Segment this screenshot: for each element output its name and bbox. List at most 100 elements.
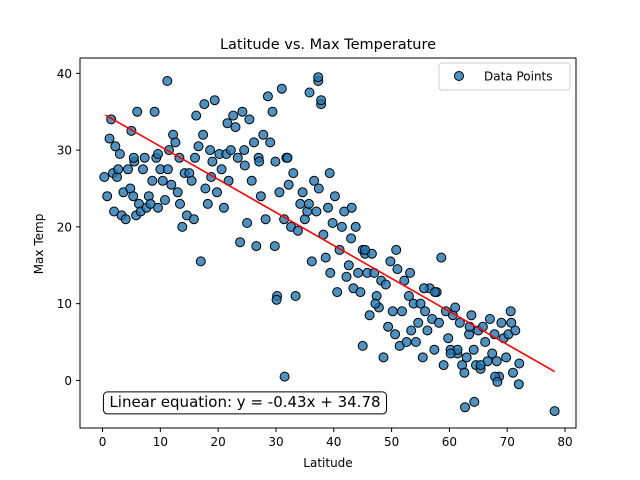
regression-line (105, 114, 556, 373)
data-point (290, 291, 301, 301)
data-point (170, 137, 181, 148)
data-point (496, 317, 507, 328)
data-point (346, 233, 357, 244)
data-point (246, 175, 257, 186)
data-point (216, 164, 227, 175)
data-point (162, 76, 173, 86)
data-point (505, 306, 516, 317)
data-point (188, 214, 199, 225)
data-point (343, 260, 354, 271)
y-tick-label: 40 (57, 67, 72, 81)
data-point (306, 256, 317, 267)
data-point (390, 329, 401, 340)
data-point (417, 352, 428, 363)
x-tick-label: 60 (442, 435, 457, 449)
data-point (385, 256, 396, 267)
data-point (391, 244, 402, 255)
data-point (514, 358, 525, 369)
data-point (445, 348, 456, 359)
data-point (401, 337, 412, 347)
data-point (149, 106, 160, 117)
x-tick-label: 10 (153, 435, 168, 449)
data-point (480, 337, 491, 347)
data-point (295, 198, 306, 209)
data-point (198, 129, 209, 140)
data-point (110, 141, 121, 152)
data-point (283, 179, 294, 190)
data-point (279, 371, 290, 382)
equation-box (102, 391, 388, 415)
data-point (218, 202, 229, 213)
data-point (191, 110, 202, 121)
data-point (460, 402, 470, 413)
data-point (177, 221, 188, 232)
data-point (207, 156, 218, 167)
data-point (251, 241, 262, 252)
data-point (325, 267, 336, 278)
data-point (267, 106, 278, 117)
data-point (128, 152, 139, 163)
data-point (313, 183, 324, 194)
data-point (212, 187, 222, 198)
data-point (225, 145, 236, 156)
data-point (157, 175, 168, 186)
data-point (422, 325, 433, 336)
data-point (475, 360, 486, 371)
data-point (202, 198, 213, 209)
data-point (438, 360, 449, 371)
data-point (153, 202, 163, 213)
data-point (200, 183, 211, 194)
data-point (370, 298, 381, 309)
data-point (262, 91, 273, 102)
data-point (228, 110, 239, 121)
data-point (443, 333, 454, 344)
x-tick-label: 40 (326, 435, 341, 449)
data-point (466, 310, 477, 321)
data-point (316, 95, 327, 106)
data-point (172, 187, 183, 198)
data-point (311, 206, 322, 217)
data-point (160, 195, 170, 205)
data-point (360, 244, 370, 255)
data-point (506, 317, 517, 328)
data-point (508, 367, 518, 378)
data-point (501, 352, 512, 363)
data-point (436, 252, 447, 263)
y-tick-label: 10 (57, 297, 72, 311)
legend-marker (454, 71, 464, 81)
data-point (461, 352, 472, 363)
data-point (323, 202, 333, 213)
axis-ticks: 0 10 20 30 40 50 60 70 80 0 10 20 30 40 (57, 67, 573, 449)
data-point (113, 164, 124, 175)
y-tick-label: 20 (57, 220, 72, 234)
data-point (303, 198, 314, 209)
data-point (420, 306, 431, 317)
data-point (175, 198, 185, 209)
data-point (357, 340, 368, 351)
legend-box (438, 62, 571, 91)
data-point (166, 179, 177, 190)
data-point (260, 214, 271, 225)
legend-label: Data Points (484, 70, 553, 84)
data-point (292, 225, 303, 236)
data-point (244, 114, 255, 125)
data-point (274, 187, 285, 198)
data-point (304, 87, 315, 98)
x-tick-label: 50 (384, 435, 399, 449)
data-point (237, 106, 248, 117)
data-point (276, 83, 287, 94)
data-point (270, 156, 281, 167)
data-point (269, 241, 280, 252)
data-point (459, 367, 470, 378)
data-point (309, 175, 320, 186)
data-point (410, 337, 421, 347)
data-point (406, 325, 417, 336)
data-point (320, 252, 331, 263)
data-point (380, 279, 391, 290)
data-point (190, 152, 200, 163)
data-point (313, 72, 324, 83)
data-point (405, 267, 416, 278)
data-point (153, 149, 163, 159)
data-point (99, 172, 110, 182)
